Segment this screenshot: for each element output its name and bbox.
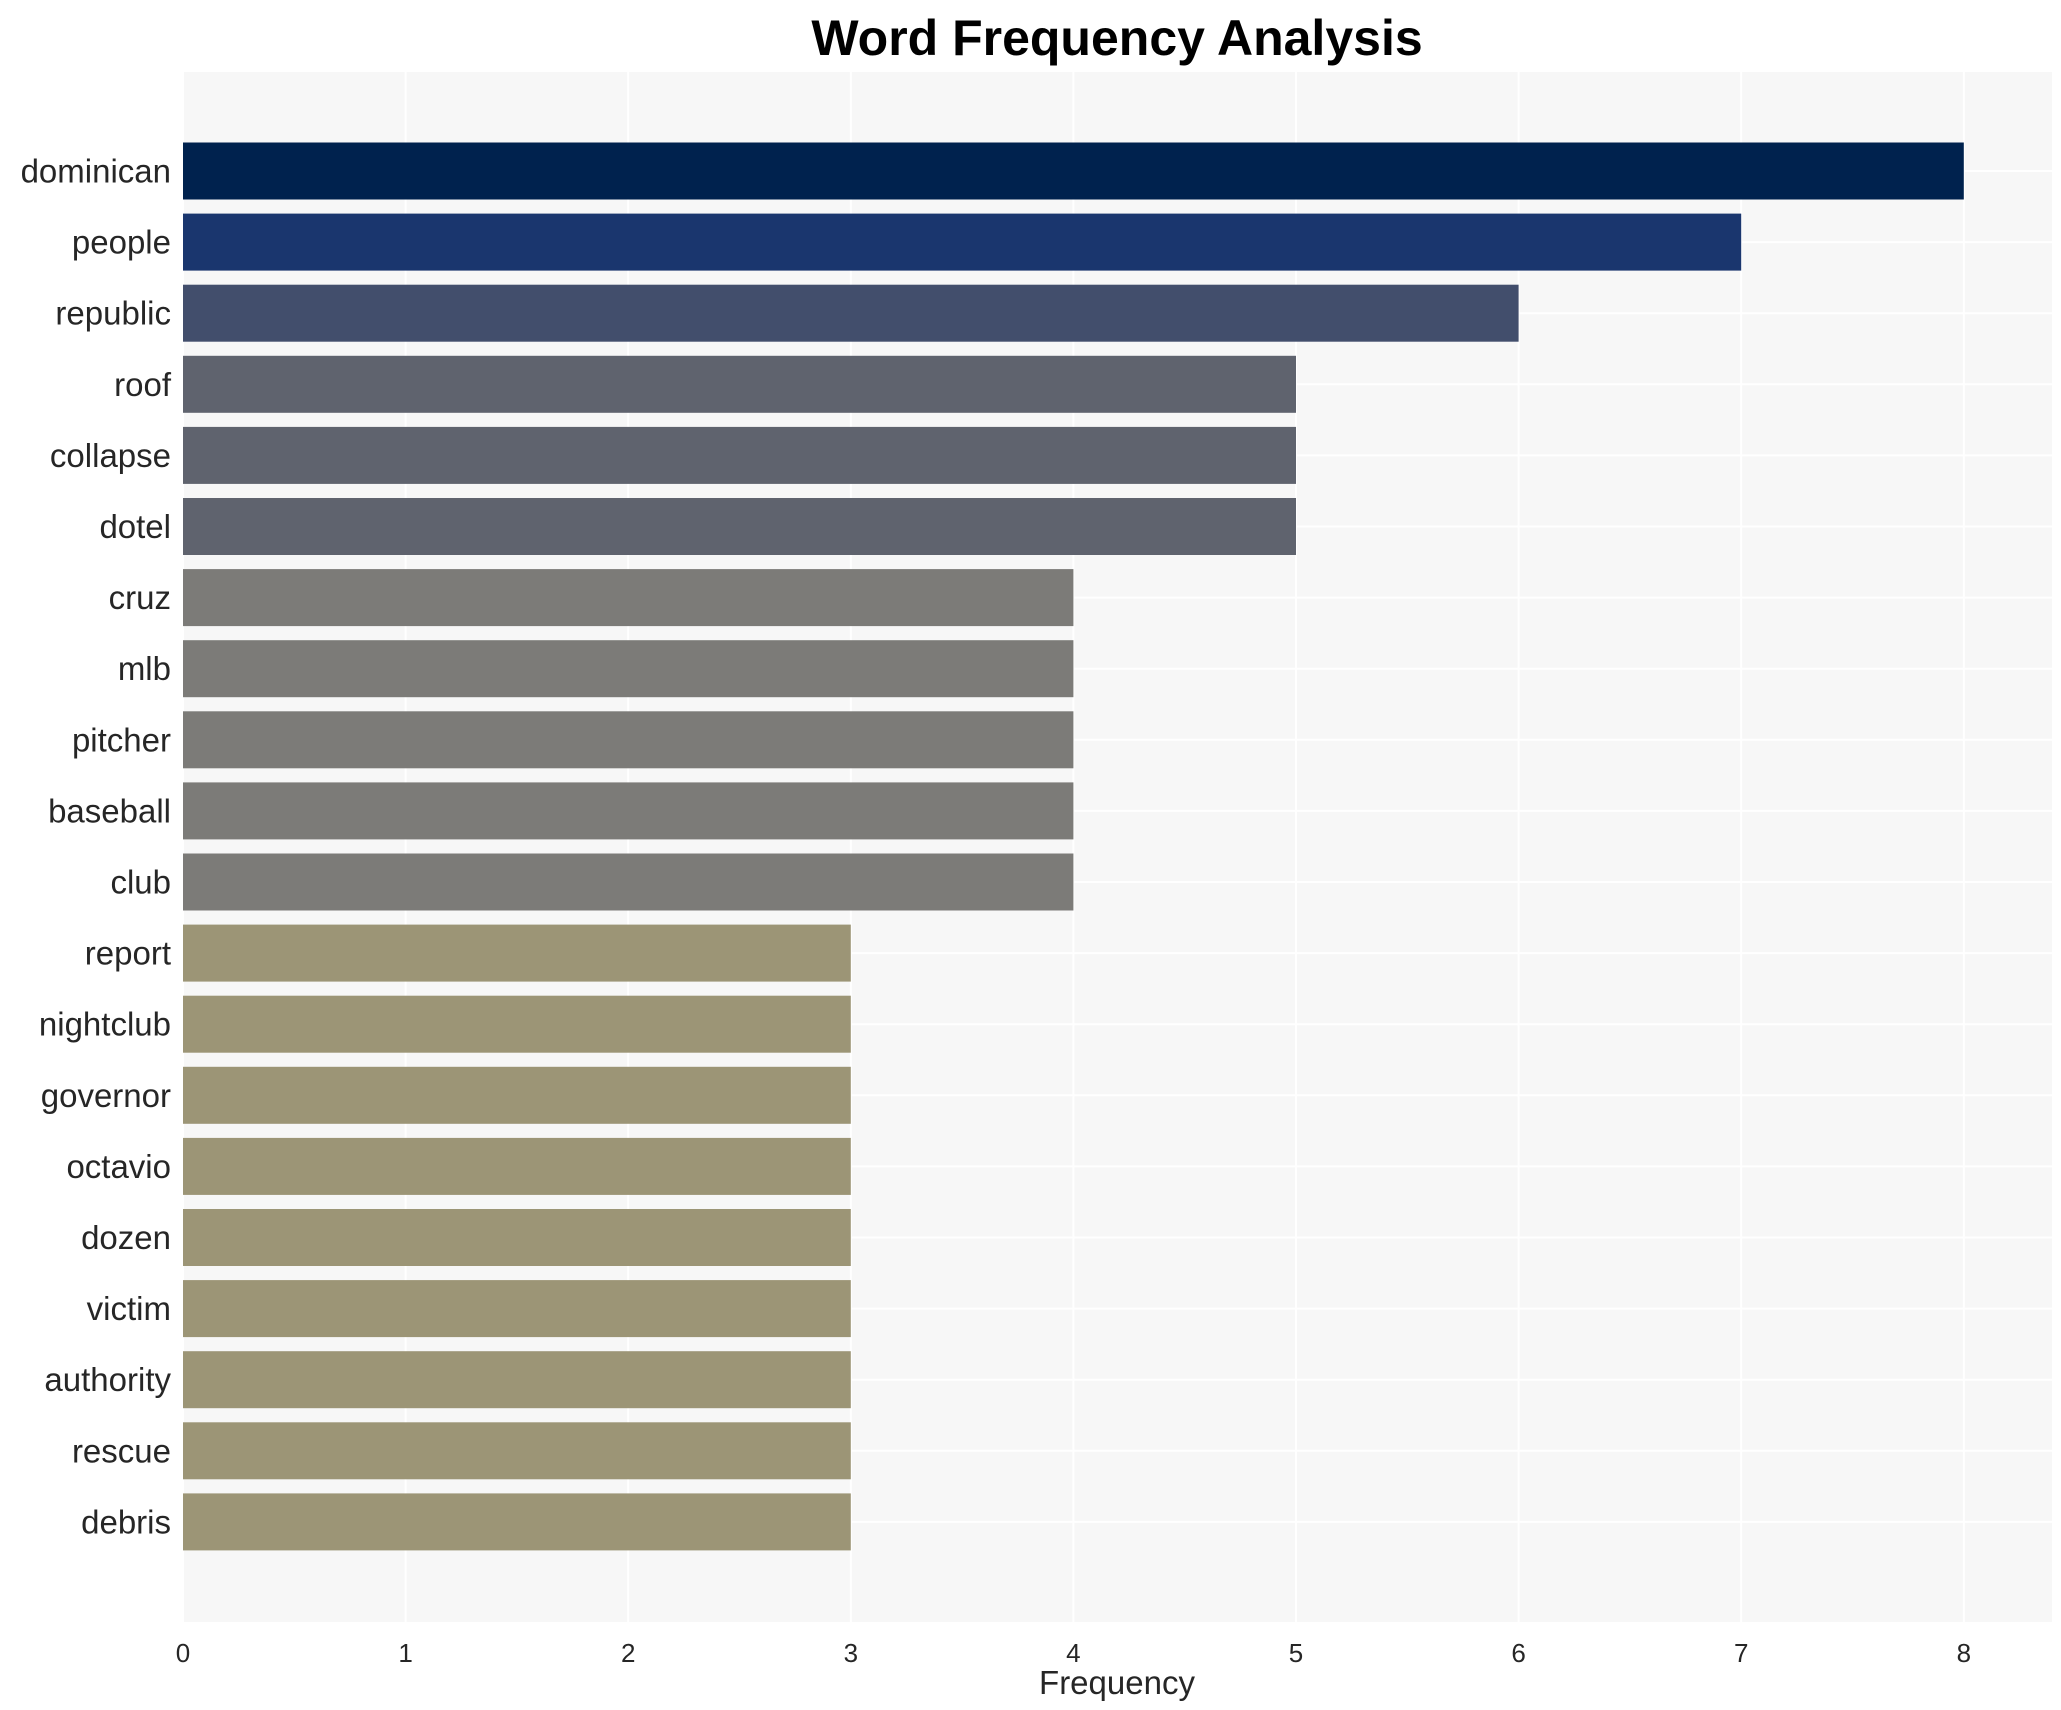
bar-roof (183, 355, 1296, 413)
y-tick-label: club (110, 864, 171, 901)
y-tick-label: roof (114, 366, 172, 403)
x-tick-label: 8 (1957, 1638, 1971, 1668)
y-tick-label: nightclub (39, 1006, 171, 1043)
x-tick-label: 2 (621, 1638, 635, 1668)
bar-authority (183, 1351, 851, 1409)
y-tick-label: report (85, 935, 171, 972)
bar-pitcher (183, 711, 1074, 769)
x-tick-label: 5 (1289, 1638, 1303, 1668)
bar-republic (183, 284, 1519, 342)
bar-nightclub (183, 995, 851, 1053)
y-tick-label: octavio (66, 1148, 171, 1185)
bar-dozen (183, 1209, 851, 1266)
bar-dotel (183, 498, 1296, 555)
bar-baseball (183, 782, 1074, 840)
y-tick-label: debris (81, 1503, 171, 1540)
bar-club (183, 853, 1074, 911)
y-tick-label: authority (44, 1361, 171, 1398)
bar-people (183, 213, 1742, 271)
bar-collapse (183, 426, 1296, 484)
x-tick-label: 3 (844, 1638, 858, 1668)
y-tick-label: victim (87, 1290, 171, 1327)
x-tick-label: 4 (1066, 1638, 1080, 1668)
bar-victim (183, 1280, 851, 1338)
y-tick-label: cruz (109, 579, 171, 616)
x-tick-label: 1 (398, 1638, 412, 1668)
y-tick-label: republic (55, 295, 171, 332)
chart-title: Word Frequency Analysis (811, 10, 1422, 66)
y-tick-label: collapse (50, 437, 171, 474)
bar-governor (183, 1066, 851, 1124)
bar-rescue (183, 1422, 851, 1480)
bar-report (183, 924, 851, 982)
x-tick-label: 0 (176, 1638, 190, 1668)
bar-mlb (183, 640, 1074, 698)
y-tick-label: mlb (118, 650, 171, 687)
y-tick-label: dotel (99, 508, 171, 545)
bar-dominican (183, 142, 1964, 200)
bar-octavio (183, 1137, 851, 1195)
y-tick-label: dozen (81, 1219, 171, 1256)
y-tick-label: dominican (21, 153, 171, 190)
x-axis-label: Frequency (1039, 1664, 1195, 1701)
y-tick-label: pitcher (72, 721, 171, 758)
y-tick-label: people (72, 224, 171, 261)
x-tick-label: 6 (1511, 1638, 1525, 1668)
y-tick-label: governor (41, 1077, 171, 1114)
bar-debris (183, 1493, 851, 1551)
x-tick-label: 7 (1734, 1638, 1748, 1668)
y-tick-label: rescue (72, 1432, 171, 1469)
plot-area: dominican people republic roof collapse dotel… (21, 72, 2052, 1668)
y-tick-label: baseball (48, 792, 171, 829)
bar-cruz (183, 569, 1074, 627)
